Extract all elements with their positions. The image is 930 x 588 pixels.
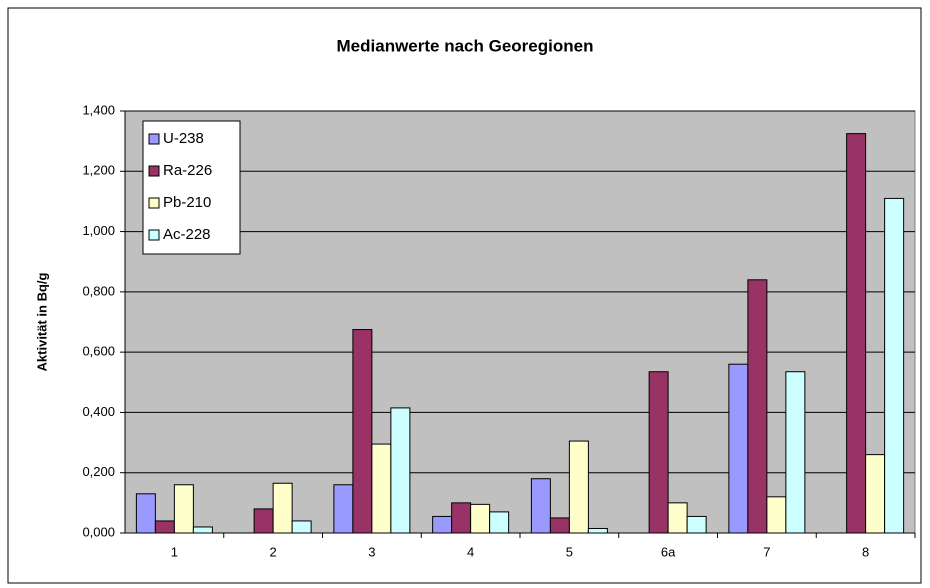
legend-label: Ac-228 <box>163 226 211 243</box>
bar <box>154 520 175 534</box>
y-tick-label: 0,200 <box>82 464 115 479</box>
legend-swatch <box>148 197 160 209</box>
bar <box>865 454 886 534</box>
bar <box>135 493 156 534</box>
bar <box>451 502 472 534</box>
bar <box>253 508 274 534</box>
y-tick-label: 1,000 <box>82 223 115 238</box>
x-tick-label: 2 <box>270 544 277 559</box>
bar <box>568 440 589 534</box>
bar <box>728 363 749 534</box>
bar <box>686 515 707 534</box>
bar <box>291 520 312 534</box>
bar <box>766 496 787 534</box>
y-tick-label: 0,400 <box>82 404 115 419</box>
bar <box>846 133 867 534</box>
bar <box>432 515 453 534</box>
bar <box>549 517 570 534</box>
chart-title: Medianwerte nach Georegionen <box>337 36 594 55</box>
x-tick-label: 5 <box>566 544 573 559</box>
legend-label: U-238 <box>163 130 204 147</box>
y-tick-label: 0,800 <box>82 283 115 298</box>
y-tick-label: 0,000 <box>82 524 115 539</box>
bar <box>648 371 669 534</box>
bar <box>272 482 293 534</box>
y-axis-label: Aktivität in Bq/g <box>34 272 49 371</box>
bar <box>667 502 688 534</box>
x-tick-label: 3 <box>368 544 375 559</box>
bar <box>192 526 213 534</box>
bar <box>884 197 905 534</box>
y-tick-label: 1,200 <box>82 163 115 178</box>
x-tick-label: 7 <box>763 544 770 559</box>
plot-area <box>124 110 916 534</box>
x-tick-label: 1 <box>171 544 178 559</box>
bar <box>173 484 194 534</box>
bar <box>489 511 510 534</box>
bar <box>333 484 354 534</box>
x-tick-label: 6a <box>661 544 676 559</box>
legend-label: Ra-226 <box>163 162 212 179</box>
x-tick-label: 4 <box>467 544 474 559</box>
bar <box>371 443 392 534</box>
y-tick-label: 0,600 <box>82 344 115 359</box>
legend-swatch <box>148 133 160 145</box>
legend-swatch <box>148 229 160 241</box>
x-tick-label: 8 <box>862 544 869 559</box>
bar <box>470 503 491 534</box>
bar <box>530 478 551 534</box>
legend-label: Pb-210 <box>163 194 211 211</box>
bar <box>747 279 768 534</box>
bar <box>785 371 806 534</box>
legend-swatch <box>148 165 160 177</box>
bar <box>587 527 608 534</box>
y-tick-label: 1,400 <box>82 102 115 117</box>
bar <box>352 329 373 534</box>
bar <box>390 407 411 534</box>
